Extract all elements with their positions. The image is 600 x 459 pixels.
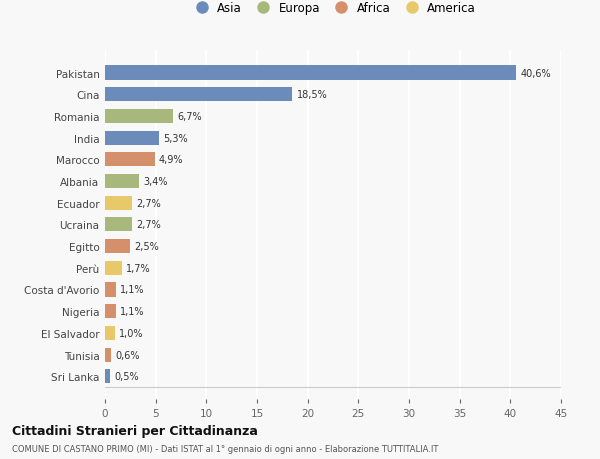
- Text: 0,6%: 0,6%: [115, 350, 140, 360]
- Text: 3,4%: 3,4%: [143, 177, 168, 187]
- Bar: [105, 131, 159, 146]
- Text: 18,5%: 18,5%: [296, 90, 327, 100]
- Text: 2,7%: 2,7%: [136, 220, 161, 230]
- Text: 2,5%: 2,5%: [134, 241, 159, 252]
- Text: 6,7%: 6,7%: [177, 112, 202, 122]
- Legend: Asia, Europa, Africa, America: Asia, Europa, Africa, America: [190, 2, 476, 15]
- Text: 4,9%: 4,9%: [159, 155, 183, 165]
- Text: 1,7%: 1,7%: [126, 263, 151, 273]
- Bar: [105, 283, 116, 297]
- Text: 5,3%: 5,3%: [163, 133, 187, 143]
- Bar: [105, 304, 116, 319]
- Bar: [105, 218, 133, 232]
- Bar: [105, 153, 155, 167]
- Bar: [105, 88, 292, 102]
- Bar: [105, 196, 133, 210]
- Bar: [105, 110, 173, 124]
- Text: COMUNE DI CASTANO PRIMO (MI) - Dati ISTAT al 1° gennaio di ogni anno - Elaborazi: COMUNE DI CASTANO PRIMO (MI) - Dati ISTA…: [12, 444, 439, 453]
- Bar: [105, 348, 111, 362]
- Bar: [105, 174, 139, 189]
- Bar: [105, 261, 122, 275]
- Bar: [105, 240, 130, 253]
- Bar: [105, 67, 517, 80]
- Text: 40,6%: 40,6%: [520, 68, 551, 78]
- Text: 1,0%: 1,0%: [119, 328, 143, 338]
- Text: Cittadini Stranieri per Cittadinanza: Cittadini Stranieri per Cittadinanza: [12, 425, 258, 437]
- Text: 1,1%: 1,1%: [120, 307, 145, 317]
- Text: 1,1%: 1,1%: [120, 285, 145, 295]
- Bar: [105, 326, 115, 340]
- Text: 0,5%: 0,5%: [114, 371, 139, 381]
- Bar: [105, 369, 110, 383]
- Text: 2,7%: 2,7%: [136, 198, 161, 208]
